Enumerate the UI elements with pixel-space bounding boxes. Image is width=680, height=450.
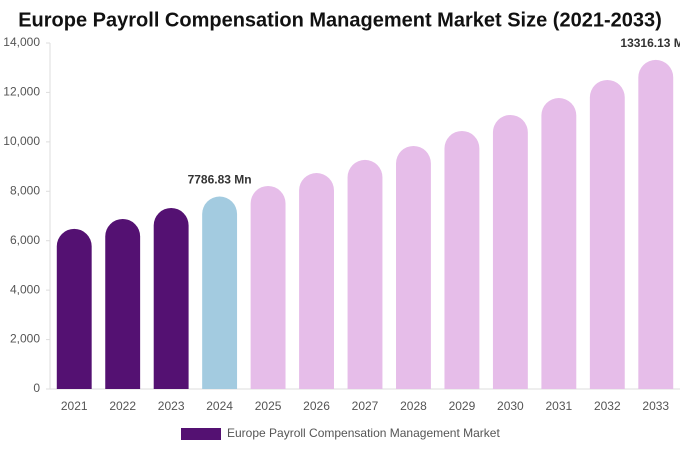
bar <box>444 130 480 390</box>
bar <box>541 98 577 390</box>
bar <box>250 185 286 389</box>
value-label: 7786.83 Mn <box>188 173 252 187</box>
x-tick-label: 2033 <box>642 399 669 413</box>
legend-label: Europe Payroll Compensation Management M… <box>227 426 500 440</box>
legend-swatch <box>181 428 221 440</box>
x-tick-label: 2026 <box>303 399 330 413</box>
bar <box>492 114 528 389</box>
x-tick-label: 2031 <box>545 399 572 413</box>
x-tick-label: 2029 <box>449 399 476 413</box>
x-tick-label: 2030 <box>497 399 524 413</box>
bar <box>396 145 431 389</box>
bar <box>589 79 625 389</box>
bar <box>638 59 674 390</box>
x-tick-label: 2028 <box>400 399 427 413</box>
x-tick-label: 2022 <box>109 399 136 413</box>
y-tick-label: 8,000 <box>10 183 40 197</box>
x-tick-label: 2032 <box>594 399 621 413</box>
bar <box>56 228 92 389</box>
bar <box>153 207 189 389</box>
bar <box>105 218 141 389</box>
bar <box>347 159 383 389</box>
y-tick-label: 6,000 <box>10 233 40 247</box>
value-label: 13316.13 Mn <box>620 36 680 50</box>
x-tick-label: 2024 <box>206 399 233 413</box>
y-tick-label: 0 <box>33 381 40 395</box>
x-tick-label: 2023 <box>158 399 185 413</box>
y-tick-label: 2,000 <box>10 332 40 346</box>
y-tick-label: 10,000 <box>3 134 40 148</box>
x-tick-label: 2027 <box>352 399 379 413</box>
x-tick-label: 2021 <box>61 399 88 413</box>
y-tick-label: 12,000 <box>3 85 40 99</box>
y-tick-label: 4,000 <box>10 282 40 296</box>
x-tick-label: 2025 <box>255 399 282 413</box>
bar <box>202 196 238 389</box>
bar <box>299 172 334 389</box>
y-tick-label: 14,000 <box>3 35 40 49</box>
chart-title: Europe Payroll Compensation Management M… <box>18 9 662 31</box>
